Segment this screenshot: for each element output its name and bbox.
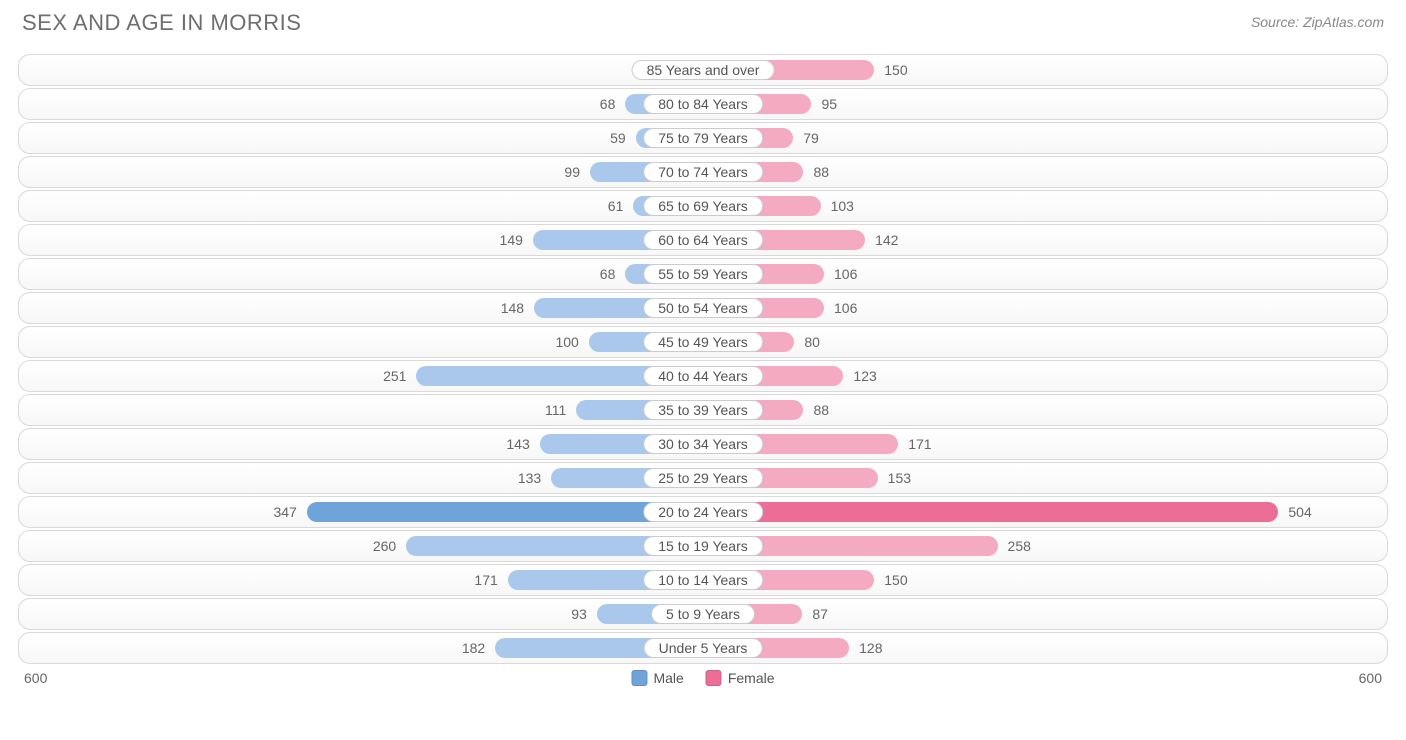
male-value: 260	[373, 536, 396, 556]
female-value: 106	[834, 264, 857, 284]
female-value: 142	[875, 230, 898, 250]
female-value: 150	[884, 570, 907, 590]
male-value: 149	[500, 230, 523, 250]
category-label: 80 to 84 Years	[643, 94, 763, 114]
category-label: 60 to 64 Years	[643, 230, 763, 250]
chart-row: 59 79 75 to 79 Years	[18, 122, 1388, 154]
female-value: 171	[908, 434, 931, 454]
chart-row: 111 88 35 to 39 Years	[18, 394, 1388, 426]
male-value: 61	[608, 196, 624, 216]
category-label: 40 to 44 Years	[643, 366, 763, 386]
female-value: 128	[859, 638, 882, 658]
legend-label: Male	[653, 670, 683, 686]
chart-row: 251 123 40 to 44 Years	[18, 360, 1388, 392]
chart-row: 149 142 60 to 64 Years	[18, 224, 1388, 256]
category-label: 30 to 34 Years	[643, 434, 763, 454]
chart-row: 148 106 50 to 54 Years	[18, 292, 1388, 324]
chart-row: 68 95 80 to 84 Years	[18, 88, 1388, 120]
female-value: 504	[1288, 502, 1311, 522]
axis-max-left: 600	[24, 670, 47, 686]
category-label: 25 to 29 Years	[643, 468, 763, 488]
chart-row: 143 171 30 to 34 Years	[18, 428, 1388, 460]
chart-footer: 600 600 Male Female	[18, 670, 1388, 694]
chart-row: 100 80 45 to 49 Years	[18, 326, 1388, 358]
category-label: 10 to 14 Years	[643, 570, 763, 590]
male-value: 111	[545, 400, 566, 420]
female-value: 80	[804, 332, 820, 352]
category-label: 45 to 49 Years	[643, 332, 763, 352]
male-value: 100	[555, 332, 578, 352]
category-label: 15 to 19 Years	[643, 536, 763, 556]
chart-row: 260 258 15 to 19 Years	[18, 530, 1388, 562]
female-swatch-icon	[706, 670, 722, 686]
category-label: Under 5 Years	[644, 638, 763, 658]
male-value: 143	[506, 434, 529, 454]
chart-row: 68 106 55 to 59 Years	[18, 258, 1388, 290]
chart-rows: 4015085 Years and over689580 to 84 Years…	[18, 54, 1388, 664]
female-value: 87	[812, 604, 828, 624]
female-value: 150	[884, 60, 907, 80]
male-value: 99	[564, 162, 580, 182]
population-pyramid-chart: SEX AND AGE IN MORRIS Source: ZipAtlas.c…	[0, 0, 1406, 740]
category-label: 5 to 9 Years	[651, 604, 755, 624]
male-value: 133	[518, 468, 541, 488]
chart-row: 4015085 Years and over	[18, 54, 1388, 86]
female-value: 153	[888, 468, 911, 488]
female-value: 123	[853, 366, 876, 386]
male-value: 68	[600, 94, 616, 114]
female-value: 103	[831, 196, 854, 216]
male-value: 68	[600, 264, 616, 284]
chart-header: SEX AND AGE IN MORRIS Source: ZipAtlas.c…	[18, 10, 1388, 36]
female-value: 258	[1008, 536, 1031, 556]
male-value: 251	[383, 366, 406, 386]
category-label: 55 to 59 Years	[643, 264, 763, 284]
chart-row: 99 88 70 to 74 Years	[18, 156, 1388, 188]
chart-title: SEX AND AGE IN MORRIS	[22, 10, 301, 36]
chart-source: Source: ZipAtlas.com	[1251, 14, 1384, 30]
male-swatch-icon	[631, 670, 647, 686]
female-value: 106	[834, 298, 857, 318]
legend-item-female: Female	[706, 670, 775, 686]
chart-row: 347 504 20 to 24 Years	[18, 496, 1388, 528]
chart-row: 93 87 5 to 9 Years	[18, 598, 1388, 630]
category-label: 35 to 39 Years	[643, 400, 763, 420]
female-value: 88	[813, 400, 829, 420]
category-label: 75 to 79 Years	[643, 128, 763, 148]
legend-item-male: Male	[631, 670, 683, 686]
male-value: 59	[610, 128, 626, 148]
category-label: 20 to 24 Years	[643, 502, 763, 522]
category-label: 65 to 69 Years	[643, 196, 763, 216]
male-value: 347	[273, 502, 296, 522]
chart-row: 182 128 Under 5 Years	[18, 632, 1388, 664]
chart-row: 171 150 10 to 14 Years	[18, 564, 1388, 596]
category-label: 85 Years and over	[632, 60, 775, 80]
category-label: 50 to 54 Years	[643, 298, 763, 318]
male-value: 171	[474, 570, 497, 590]
chart-row: 133 153 25 to 29 Years	[18, 462, 1388, 494]
male-value: 148	[501, 298, 524, 318]
legend-label: Female	[728, 670, 775, 686]
male-value: 93	[571, 604, 587, 624]
legend: Male Female	[631, 670, 774, 686]
axis-max-right: 600	[1359, 670, 1382, 686]
male-value: 182	[462, 638, 485, 658]
female-value: 95	[821, 94, 837, 114]
female-value: 88	[813, 162, 829, 182]
chart-row: 61 103 65 to 69 Years	[18, 190, 1388, 222]
female-bar	[703, 502, 1278, 522]
category-label: 70 to 74 Years	[643, 162, 763, 182]
female-value: 79	[803, 128, 819, 148]
